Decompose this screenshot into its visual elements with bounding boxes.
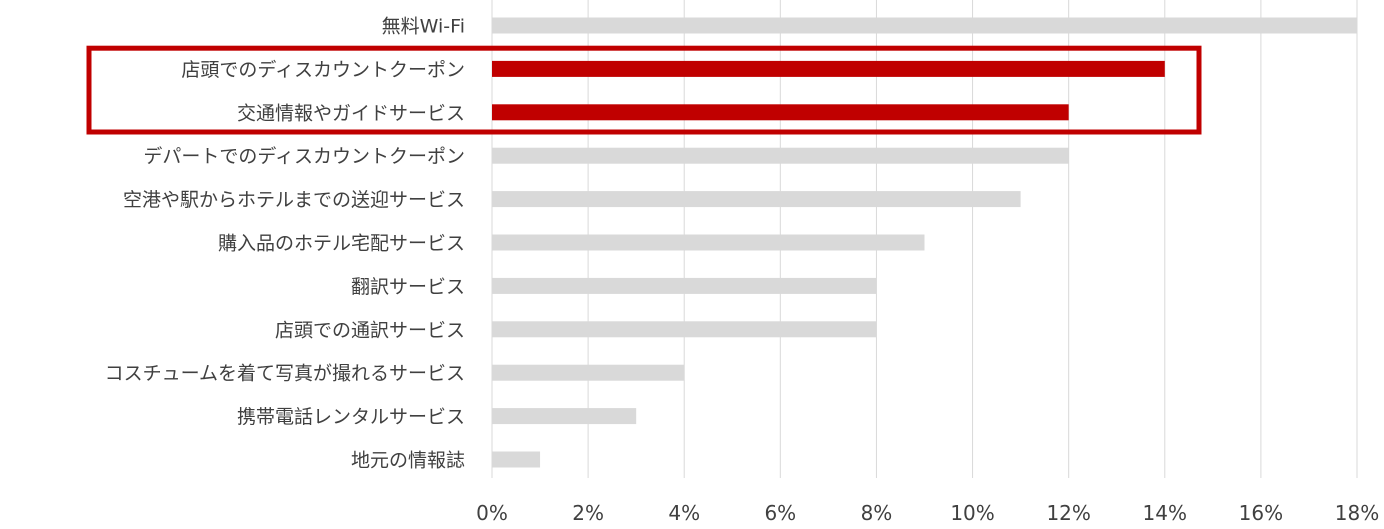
bar [492, 277, 877, 294]
category-label: 携帯電話レンタルサービス [237, 406, 465, 428]
x-tick-label: 8% [861, 501, 893, 525]
x-tick-label: 0% [476, 501, 508, 525]
bar [492, 321, 877, 338]
x-tick-label: 10% [950, 501, 994, 525]
category-label: デパートでのディスカウントクーポン [143, 146, 465, 168]
x-tick-label: 16% [1239, 501, 1283, 525]
x-tick-label: 12% [1046, 501, 1090, 525]
bar [492, 364, 685, 381]
bar [492, 234, 925, 251]
category-label: 交通情報やガイドサービス [237, 102, 465, 124]
x-tick-label: 6% [764, 501, 796, 525]
x-tick-label: 18% [1335, 501, 1379, 525]
category-label: 無料Wi-Fi [382, 16, 465, 38]
bar [492, 147, 1069, 164]
x-tick-label: 2% [572, 501, 604, 525]
bar [492, 17, 1357, 34]
bars [492, 17, 1357, 468]
x-axis-tick-labels: 0% 2% 4% 6% 8% 10% 12% 14% 16% 18% [476, 501, 1379, 525]
category-label: 店頭での通訳サービス [275, 319, 465, 341]
bar [492, 104, 1069, 121]
category-label: 地元の情報誌 [351, 450, 465, 472]
category-labels: 無料Wi-Fi 店頭でのディスカウントクーポン交通情報やガイドサービスデパートでの… [105, 16, 465, 472]
category-label: 空港や駅からホテルまでの送迎サービス [123, 189, 465, 211]
bar [492, 451, 541, 468]
x-tick-label: 4% [668, 501, 700, 525]
bar [492, 191, 1021, 208]
highlight-box [86, 45, 1202, 135]
category-label: 翻訳サービス [351, 276, 465, 298]
category-label: コスチュームを着て写真が撮れるサービス [105, 363, 465, 385]
bar [492, 408, 637, 425]
x-tick-label: 14% [1143, 501, 1187, 525]
bar [492, 60, 1165, 77]
category-label: 購入品のホテル宅配サービス [218, 233, 465, 255]
category-label: 店頭でのディスカウントクーポン [181, 59, 465, 81]
